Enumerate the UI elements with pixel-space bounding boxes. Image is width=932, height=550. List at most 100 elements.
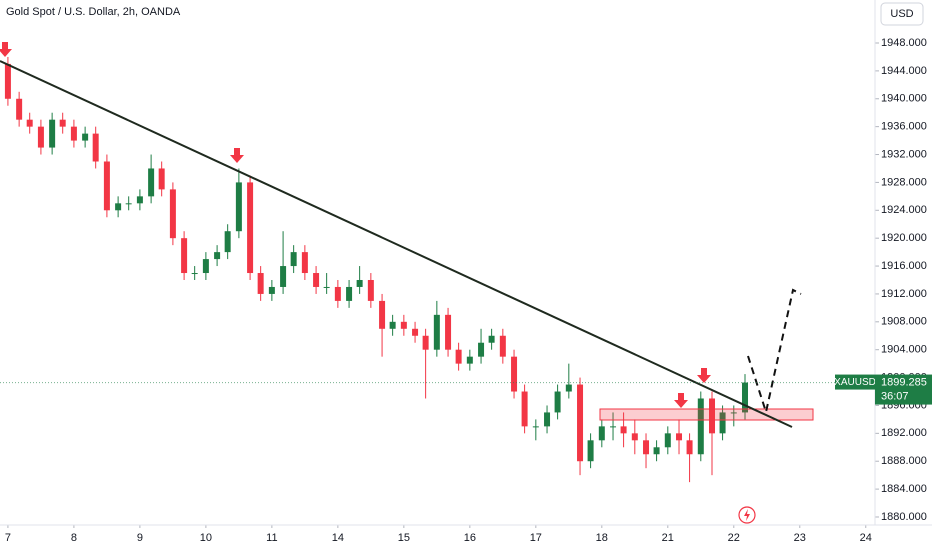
price-tag-bg xyxy=(875,374,932,405)
candle-body xyxy=(181,238,188,274)
candle-body xyxy=(709,398,716,434)
arrow-marker xyxy=(674,393,688,408)
y-tick-label: 1920.000 xyxy=(881,232,927,244)
y-tick-label: 1928.000 xyxy=(881,176,927,188)
arrows xyxy=(0,42,711,408)
candle-body xyxy=(59,119,66,127)
candle-body xyxy=(280,266,287,287)
candle-body xyxy=(488,335,495,343)
x-tick-label: 11 xyxy=(266,532,277,544)
candle-body xyxy=(400,321,407,329)
candle-body xyxy=(664,433,671,448)
x-tick-label: 16 xyxy=(464,532,476,544)
x-tick-label: 23 xyxy=(794,532,806,544)
y-tick-label: 1924.000 xyxy=(881,204,927,216)
y-tick-label: 1944.000 xyxy=(881,65,927,77)
candle-body xyxy=(455,349,462,364)
candle-body xyxy=(554,391,561,413)
y-tick-label: 1892.000 xyxy=(881,427,927,439)
candle-body xyxy=(49,119,56,148)
chart-title: Gold Spot / U.S. Dollar, 2h, OANDA xyxy=(6,6,181,18)
candle-body xyxy=(313,273,320,287)
candle-body xyxy=(103,161,110,211)
y-tick-label: 1912.000 xyxy=(881,288,927,300)
candle-body xyxy=(92,133,99,162)
candle-body xyxy=(224,231,231,253)
candle-body xyxy=(511,356,518,392)
symbol-tag: XAUUSD xyxy=(834,377,876,388)
candle-body xyxy=(356,279,363,287)
candle-body xyxy=(136,196,143,204)
candle-body xyxy=(499,335,506,357)
candle-body xyxy=(587,440,594,462)
arrow-marker xyxy=(230,148,244,163)
y-tick-label: 1884.000 xyxy=(881,483,927,495)
price-tag-countdown: 36:07 xyxy=(881,390,909,402)
y-tick-label: 1904.000 xyxy=(881,344,927,356)
currency-label[interactable]: USD xyxy=(890,8,913,20)
y-tick-label: 1932.000 xyxy=(881,148,927,160)
candle-body xyxy=(148,168,155,197)
y-tick-label: 1888.000 xyxy=(881,455,927,467)
candle-body xyxy=(433,314,440,350)
candle-body xyxy=(466,356,473,364)
candle-body xyxy=(191,273,198,275)
symbol-tag-bg xyxy=(835,374,875,390)
trend-line xyxy=(0,60,793,428)
support-zone xyxy=(599,408,814,421)
price-tag-value: 1899.285 xyxy=(881,376,927,388)
candle-body xyxy=(115,203,122,211)
candle-body xyxy=(346,286,353,301)
x-tick-label: 10 xyxy=(200,532,212,544)
candle-body xyxy=(26,119,33,127)
currency-button[interactable] xyxy=(880,2,924,26)
x-tick-label: 7 xyxy=(5,532,11,544)
x-tick-label: 18 xyxy=(596,532,608,544)
candle-body xyxy=(16,98,23,120)
candle-body xyxy=(389,321,396,329)
x-tick-label: 14 xyxy=(332,532,344,544)
candle-body xyxy=(268,286,275,294)
y-tick-label: 1940.000 xyxy=(881,93,927,105)
candle-body xyxy=(686,440,693,455)
arrow-marker xyxy=(0,42,12,57)
candle-body xyxy=(742,382,749,413)
candle-body xyxy=(577,384,584,462)
candle-body xyxy=(257,273,264,294)
last-price-tag: XAUUSD 1899.285 36:07 xyxy=(0,374,932,405)
candle-body xyxy=(367,279,374,301)
projection-path xyxy=(747,288,802,416)
candle-body xyxy=(37,126,44,148)
candles xyxy=(4,56,749,483)
candle-body xyxy=(334,286,341,301)
candle-body xyxy=(70,126,77,141)
x-tick-label: 24 xyxy=(860,532,872,544)
x-tick-label: 8 xyxy=(71,532,77,544)
candle-body xyxy=(323,286,330,288)
x-tick-label: 15 xyxy=(398,532,410,544)
candle-body xyxy=(202,259,209,274)
candle-body xyxy=(379,300,386,329)
candle-body xyxy=(620,426,627,434)
x-tick-label: 17 xyxy=(530,532,542,544)
candle-body xyxy=(301,252,308,274)
candle-body xyxy=(532,426,539,428)
y-tick-label: 1948.000 xyxy=(881,37,927,49)
candle-body xyxy=(730,412,737,414)
candle-body xyxy=(719,412,726,434)
candle-body xyxy=(697,398,704,455)
candle-body xyxy=(653,447,660,455)
candle-body xyxy=(565,384,572,392)
candle-body xyxy=(214,252,221,260)
candle-body xyxy=(235,182,242,232)
candle-body xyxy=(290,252,297,267)
candle-body xyxy=(544,412,551,427)
candle-body xyxy=(631,433,638,441)
candle-body xyxy=(125,203,132,205)
candle-body xyxy=(4,63,11,99)
candle-body xyxy=(412,328,419,336)
candle-body xyxy=(158,168,165,190)
candle-body xyxy=(247,182,254,274)
